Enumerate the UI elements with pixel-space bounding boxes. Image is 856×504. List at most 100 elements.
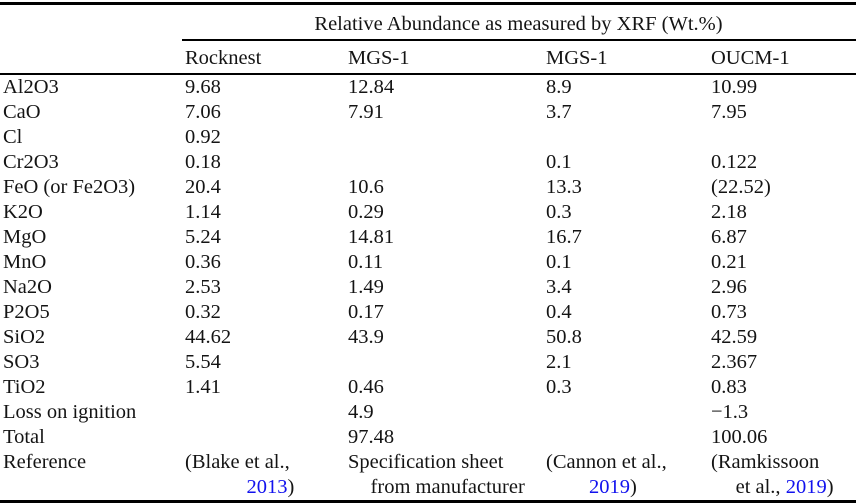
table-head: Relative Abundance as measured by XRF (W… (0, 3, 856, 75)
row-label: Reference (3, 451, 87, 473)
value-cell: 2.96 (711, 276, 747, 298)
value-cell: 7.91 (348, 101, 384, 123)
column-header: Rocknest (182, 40, 345, 75)
value-cell: 0.21 (711, 251, 747, 273)
table-row: Cl 0.92 (0, 125, 856, 150)
value-cell: 44.62 (185, 326, 232, 348)
table-row: Cr2O3 0.18 0.1 0.122 (0, 150, 856, 175)
reference-text: (Ramkissoon (711, 451, 820, 473)
row-label: Cr2O3 (3, 151, 59, 173)
value-cell: 1.14 (185, 201, 221, 223)
row-label: SO3 (3, 351, 40, 373)
row-label: FeO (or Fe2O3) (3, 176, 136, 198)
value-cell: 42.59 (711, 326, 758, 348)
reference-line: from manufacturer (348, 475, 539, 500)
corner-cell (0, 4, 182, 41)
table-row: Total 97.48 100.06 (0, 425, 856, 450)
value-cell (543, 125, 708, 150)
value-cell: (22.52) (711, 176, 771, 198)
value-cell: 14.81 (348, 226, 395, 248)
table-row: Al2O3 9.68 12.84 8.9 10.99 (0, 74, 856, 100)
value-cell (182, 400, 345, 425)
value-cell: 50.8 (546, 326, 582, 348)
value-cell: 0.36 (185, 251, 221, 273)
reference-text: ) (630, 476, 637, 498)
value-cell: 1.49 (348, 276, 384, 298)
value-cell: 1.41 (185, 376, 221, 398)
citation-year-link[interactable]: 2019 (589, 476, 631, 498)
citation-year-link[interactable]: 2019 (785, 476, 827, 498)
value-cell (543, 400, 708, 425)
row-label: K2O (3, 201, 43, 223)
value-cell: 7.95 (711, 101, 747, 123)
table-row: Loss on ignition 4.9 −1.3 (0, 400, 856, 425)
reference-line: (Ramkissoon (711, 450, 852, 475)
value-cell: 0.1 (546, 251, 572, 273)
value-cell: 5.24 (185, 226, 221, 248)
reference-text: ) (826, 476, 834, 498)
value-cell (708, 125, 856, 150)
reference-line: Specification sheet (348, 450, 539, 475)
value-cell: 97.48 (348, 426, 395, 448)
value-cell: 13.3 (546, 176, 582, 198)
value-cell: 16.7 (546, 226, 582, 248)
row-label: P2O5 (3, 301, 50, 323)
value-cell: 0.1 (546, 151, 572, 173)
value-cell: 7.06 (185, 101, 221, 123)
table-row: MnO 0.36 0.11 0.1 0.21 (0, 250, 856, 275)
row-label: Na2O (3, 276, 52, 298)
reference-line: (Blake et al., (185, 450, 341, 475)
table-title: Relative Abundance as measured by XRF (W… (182, 3, 856, 41)
value-cell: 0.92 (185, 126, 221, 148)
row-label: MgO (3, 226, 47, 248)
reference-cell: (Ramkissoon et al., 2019) (708, 450, 856, 502)
table-row: FeO (or Fe2O3) 20.4 10.6 13.3 (22.52) (0, 175, 856, 200)
value-cell: 0.122 (711, 151, 758, 173)
reference-text: ) (287, 476, 295, 498)
value-cell: 12.84 (348, 76, 395, 98)
value-cell: 8.9 (546, 76, 572, 98)
reference-cell: (Cannon et al., 2019) (543, 450, 708, 502)
table-row: K2O 1.14 0.29 0.3 2.18 (0, 200, 856, 225)
value-cell: 6.87 (711, 226, 747, 248)
value-cell: 0.73 (711, 301, 747, 323)
citation-year-link[interactable]: 2013 (246, 476, 288, 498)
reference-text: (Cannon et al., (546, 451, 667, 473)
value-cell: 0.3 (546, 376, 572, 398)
value-cell: 10.99 (711, 76, 758, 98)
row-label: Total (3, 426, 45, 448)
value-cell: 100.06 (711, 426, 768, 448)
column-header: MGS-1 (345, 40, 543, 75)
row-label: TiO2 (3, 376, 46, 398)
value-cell: 2.18 (711, 201, 747, 223)
value-cell: 9.68 (185, 76, 221, 98)
reference-line: (Cannon et al., (546, 450, 704, 475)
value-cell: 0.4 (546, 301, 572, 323)
value-cell: 3.4 (546, 276, 572, 298)
reference-line: 2019) (546, 475, 704, 500)
column-header-row: Rocknest MGS-1 MGS-1 OUCM-1 (0, 40, 856, 75)
value-cell (182, 425, 345, 450)
value-cell: 2.53 (185, 276, 221, 298)
row-label: SiO2 (3, 326, 46, 348)
value-cell: 10.6 (348, 176, 384, 198)
reference-text: (Blake et al., (185, 451, 290, 473)
reference-cell: (Blake et al., 2013) (182, 450, 345, 502)
reference-text: from manufacturer (370, 476, 525, 498)
row-label: Al2O3 (3, 76, 59, 98)
value-cell: 0.83 (711, 376, 747, 398)
table-row: Na2O 2.53 1.49 3.4 2.96 (0, 275, 856, 300)
value-cell (345, 150, 543, 175)
value-cell: 43.9 (348, 326, 384, 348)
table-row: SiO2 44.62 43.9 50.8 42.59 (0, 325, 856, 350)
value-cell (345, 125, 543, 150)
value-cell: 0.11 (348, 251, 384, 273)
value-cell: 0.17 (348, 301, 384, 323)
row-label-header (0, 40, 182, 75)
value-cell: 0.46 (348, 376, 384, 398)
reference-text: Specification sheet (348, 451, 504, 473)
value-cell: 0.3 (546, 201, 572, 223)
reference-cell: Specification sheet from manufacturer (345, 450, 543, 502)
